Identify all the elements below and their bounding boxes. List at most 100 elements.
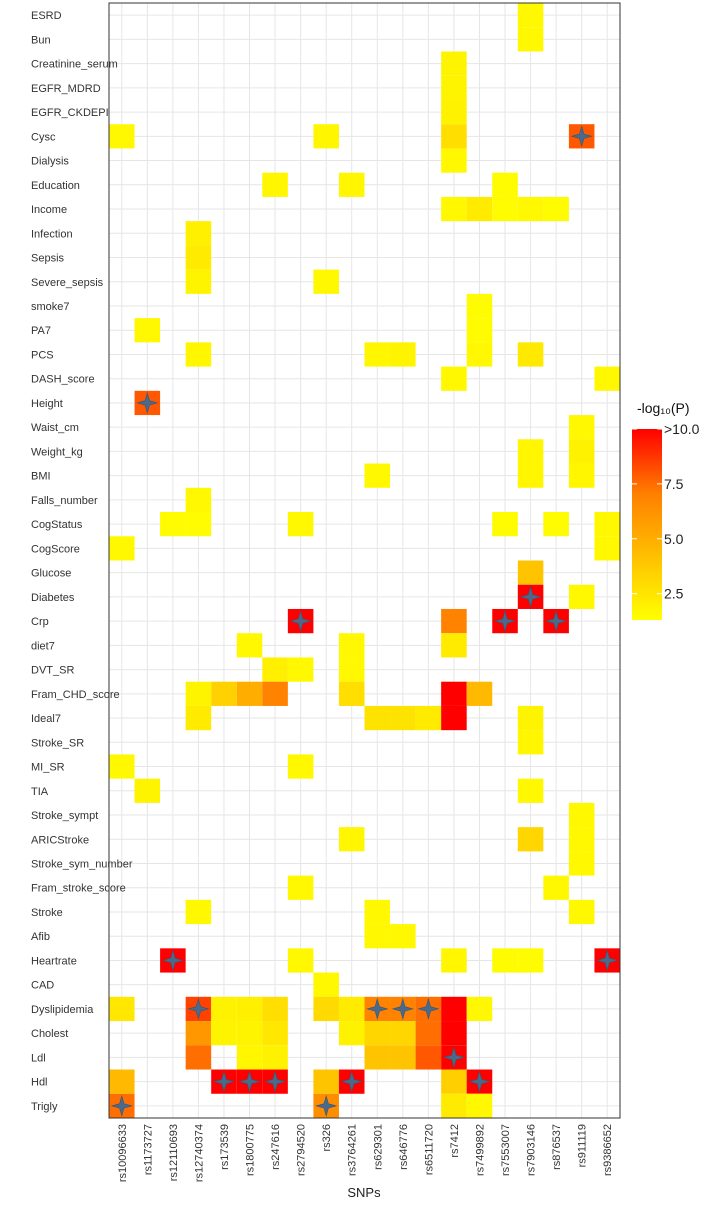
y-tick-label: ESRD: [31, 10, 62, 22]
x-tick-label: rs7499892: [475, 1124, 487, 1176]
heatmap-cell-rs6511720-ldl: [415, 1045, 442, 1070]
heatmap-cell-rs7499892-trigly: [466, 1093, 493, 1118]
panel-border: [108, 2, 621, 1119]
heatmap-cell-rs10096633-dyslipidemia: [109, 996, 135, 1022]
legend-tick-label: 2.5: [664, 586, 684, 602]
heatmap-cell-rs629301-ldl: [364, 1045, 391, 1070]
y-tick-label: Cysc: [31, 131, 56, 143]
heatmap-cell-rs12740374-ldl: [185, 1045, 212, 1070]
heatmap-cell-rs12740374-pcs: [185, 342, 212, 367]
y-tick-label: Height: [31, 398, 63, 410]
x-tick-label: rs2794520: [296, 1124, 308, 1176]
x-axis-labels: rs10096633 rs1173727 rs12110693 rs12740374 r…: [117, 1124, 614, 1182]
four-point-star-icon: [570, 125, 593, 148]
heatmap-cell-rs326-severe-sepsis: [313, 269, 339, 294]
y-tick-label: Dyslipidemia: [31, 1004, 94, 1016]
y-tick-label: Weight_kg: [31, 446, 83, 458]
y-tick-label: Hdl: [31, 1077, 48, 1089]
four-point-star-icon: [340, 1070, 363, 1093]
heatmap-cell-rs911119-aricstroke: [568, 827, 595, 852]
heatmap-cell-rs1800775-diet7: [236, 633, 263, 658]
heatmap-cell-rs7903146-bun: [517, 27, 544, 52]
y-tick-label: PCS: [31, 350, 54, 362]
x-tick-label: rs10096633: [117, 1124, 129, 1182]
four-point-star-icon: [315, 1094, 338, 1118]
heatmap-cell-rs7412-trigly: [441, 1093, 467, 1118]
x-tick-label: rs326: [321, 1124, 333, 1152]
legend-color-bar: [632, 429, 662, 620]
heatmap-cell-rs646776-ldl: [390, 1045, 416, 1070]
y-tick-label: Creatinine_serum: [31, 59, 118, 71]
four-point-star-icon: [161, 949, 185, 972]
four-point-star-icon: [544, 609, 568, 633]
heatmap-cell-rs629301-bmi: [364, 463, 391, 488]
y-tick-label: ARICStroke: [31, 834, 89, 846]
y-tick-label: Stroke_SR: [31, 737, 84, 749]
heatmap-cell-rs173539-cholest: [211, 1021, 237, 1046]
heatmap-cell-rs646776-ideal7: [390, 705, 416, 731]
y-tick-label: Afib: [31, 931, 50, 943]
heatmap-cell-rs7499892-income: [466, 196, 493, 222]
heatmap-cell-rs911119-stroke-sympt: [568, 802, 595, 828]
heatmap-cell-rs7903146-ideal7: [517, 705, 544, 731]
legend-title: -log₁₀(P): [637, 400, 690, 416]
heatmap-cell-rs7499892-pa7: [466, 318, 493, 343]
four-point-star-icon: [391, 997, 414, 1021]
heatmap-cell-rs247616-fram-chd-score: [262, 681, 288, 706]
x-tick-label: rs6511720: [423, 1124, 435, 1175]
heatmap-cell-rs7499892-pcs: [466, 342, 493, 367]
x-tick-label: rs646776: [398, 1124, 410, 1170]
heatmap-cell-rs326-cysc: [313, 124, 339, 149]
x-tick-label: rs247616: [270, 1124, 282, 1170]
heatmap-cell-rs326-cad: [313, 972, 339, 997]
heatmap-cell-rs12740374-falls-number: [185, 487, 212, 513]
heatmap-cell-rs7412-crp: [441, 608, 467, 634]
heatmap-cell-rs1173727-tia: [134, 778, 161, 803]
heatmap-cell-rs7412-diet7: [441, 633, 467, 658]
y-tick-label: Fram_CHD_score: [31, 689, 120, 701]
heatmap-cell-rs10096633-cysc: [109, 124, 135, 149]
heatmap-cell-rs7412-egfr-ckdepi: [441, 99, 467, 125]
heatmap-cell-rs7903146-stroke-sr: [517, 730, 544, 755]
x-tick-label: rs12110693: [168, 1124, 180, 1181]
heatmap-cell-rs646776-afib: [390, 924, 416, 949]
y-tick-label: Stroke_sympt: [31, 810, 98, 822]
y-tick-label: Crp: [31, 616, 49, 628]
y-tick-label: Education: [31, 180, 80, 192]
y-tick-label: Ideal7: [31, 713, 61, 725]
heatmap-cell-rs876537-fram-stroke-score: [543, 875, 569, 900]
y-tick-label: Sepsis: [31, 253, 65, 265]
heatmap-cell-rs646776-cholest: [390, 1021, 416, 1046]
y-tick-label: PA7: [31, 325, 51, 337]
heatmap-cell-rs911119-stroke-sym-number: [568, 851, 595, 876]
x-tick-label: rs12740374: [193, 1124, 205, 1182]
heatmap-cell-rs12740374-sepsis: [185, 245, 212, 270]
four-point-star-icon: [238, 1070, 261, 1093]
heatmap-cell-rs7903146-heartrate: [517, 948, 544, 973]
x-tick-label: rs173539: [219, 1124, 231, 1170]
heatmap-cell-rs326-dyslipidemia: [313, 996, 339, 1022]
four-point-star-icon: [468, 1070, 491, 1093]
y-tick-label: EGFR_MDRD: [31, 83, 101, 95]
heatmap-cell-rs12740374-cholest: [185, 1021, 212, 1046]
heatmap-cell-rs911119-stroke: [568, 899, 595, 925]
heatmap-cell-rs7903146-tia: [517, 778, 544, 803]
y-tick-label: MI_SR: [31, 762, 65, 774]
heatmap-cell-rs12740374-fram-chd-score: [185, 681, 212, 706]
heatmap-cell-rs12740374-severe-sepsis: [185, 269, 212, 294]
heatmap-cell-rs7499892-dyslipidemia: [466, 996, 493, 1022]
four-point-star-icon: [289, 609, 312, 633]
four-point-star-icon: [263, 1070, 287, 1093]
heatmap-cell-rs7553007-education: [492, 172, 518, 197]
heatmap-cell-rs7412-egfr-mdrd: [441, 75, 467, 100]
heatmap-cell-rs2794520-dvt-sr: [287, 657, 314, 682]
heatmap-cell-rs3764261-dyslipidemia: [338, 996, 365, 1022]
heatmap-cell-rs3764261-education: [338, 172, 365, 197]
heatmap-cell-rs12740374-infection: [185, 221, 212, 246]
heatmap-cell-rs7903146-esrd: [517, 3, 544, 28]
heatmap-cell-rs1800775-ldl: [236, 1045, 263, 1070]
y-tick-label: TIA: [31, 786, 49, 798]
x-tick-label: rs1173727: [142, 1124, 154, 1175]
heatmap-cell-rs2794520-fram-stroke-score: [287, 875, 314, 900]
